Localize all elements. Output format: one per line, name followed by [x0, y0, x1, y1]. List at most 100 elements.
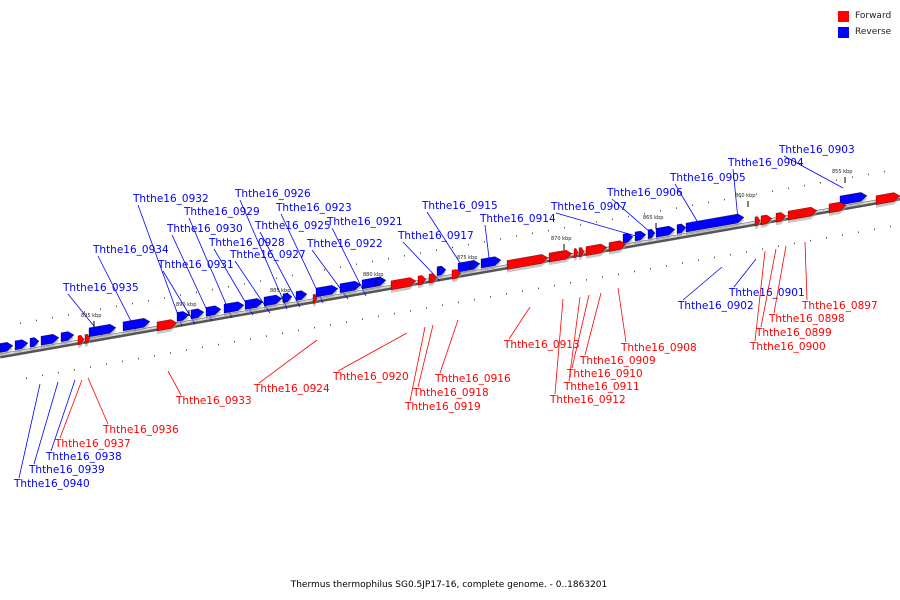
reverse-gene-arrow[interactable]: [244, 298, 264, 310]
gene-label-ththe16-0901[interactable]: Ththe16_0901: [728, 287, 805, 299]
forward-gene-arrow[interactable]: [417, 275, 427, 286]
forward-gene-11[interactable]: [578, 247, 585, 260]
gene-label-ththe16-0917[interactable]: Ththe16_0917: [397, 230, 474, 242]
forward-gene-18[interactable]: [828, 201, 847, 216]
gene-label-ththe16-0906[interactable]: Ththe16_0906: [606, 187, 683, 199]
forward-gene-arrow[interactable]: [451, 269, 462, 280]
reverse-gene-arrow[interactable]: [480, 256, 502, 269]
forward-gene-4[interactable]: [390, 277, 417, 293]
reverse-gene-arrow[interactable]: [176, 311, 190, 322]
gene-label-ththe16-0935[interactable]: Ththe16_0935: [62, 282, 139, 294]
reverse-gene-arrow[interactable]: [655, 225, 676, 238]
reverse-gene-arrow[interactable]: [223, 301, 245, 314]
reverse-gene-25[interactable]: [676, 223, 687, 237]
gene-label-ththe16-0911[interactable]: Ththe16_0911: [563, 381, 640, 393]
gene-label-ththe16-0897[interactable]: Ththe16_0897: [801, 300, 878, 312]
gene-label-ththe16-0938[interactable]: Ththe16_0938: [45, 451, 122, 463]
gene-label-ththe16-0915[interactable]: Ththe16_0915: [421, 200, 498, 212]
reverse-gene-arrow[interactable]: [436, 265, 447, 276]
gene-label-ththe16-0908[interactable]: Ththe16_0908: [620, 342, 697, 354]
forward-gene-arrow[interactable]: [775, 212, 787, 223]
reverse-gene-23[interactable]: [647, 228, 656, 242]
forward-gene-8[interactable]: [506, 254, 549, 273]
gene-label-ththe16-0929[interactable]: Ththe16_0929: [183, 206, 260, 218]
gene-label-ththe16-0910[interactable]: Ththe16_0910: [566, 368, 643, 380]
forward-gene-arrow[interactable]: [77, 335, 85, 345]
reverse-gene-6[interactable]: [122, 318, 151, 334]
gene-label-ththe16-0899[interactable]: Ththe16_0899: [755, 327, 832, 339]
forward-gene-arrow[interactable]: [428, 273, 438, 284]
reverse-gene-arrow[interactable]: [122, 318, 151, 332]
forward-gene-13[interactable]: [608, 240, 627, 255]
gene-label-ththe16-0939[interactable]: Ththe16_0939: [28, 464, 105, 476]
gene-label-ththe16-0913[interactable]: Ththe16_0913: [503, 339, 580, 351]
gene-label-ththe16-0912[interactable]: Ththe16_0912: [549, 394, 626, 406]
forward-gene-3[interactable]: [312, 294, 318, 307]
forward-gene-arrow[interactable]: [506, 254, 549, 270]
reverse-gene-17[interactable]: [361, 276, 387, 292]
gene-label-ththe16-0937[interactable]: Ththe16_0937: [54, 438, 131, 450]
forward-gene-arrow[interactable]: [875, 192, 900, 205]
gene-label-ththe16-0907[interactable]: Ththe16_0907: [550, 201, 627, 213]
forward-gene-arrow[interactable]: [828, 201, 847, 214]
reverse-gene-arrow[interactable]: [676, 223, 687, 234]
gene-label-ththe16-0931[interactable]: Ththe16_0931: [157, 259, 234, 271]
forward-gene-arrow[interactable]: [578, 247, 585, 258]
forward-gene-17[interactable]: [787, 206, 818, 224]
reverse-gene-9[interactable]: [205, 305, 222, 320]
reverse-gene-8[interactable]: [190, 308, 205, 322]
gene-label-ththe16-0919[interactable]: Ththe16_0919: [404, 401, 481, 413]
gene-label-ththe16-0916[interactable]: Ththe16_0916: [434, 373, 511, 385]
forward-gene-arrow[interactable]: [84, 333, 91, 344]
gene-label-ththe16-0898[interactable]: Ththe16_0898: [768, 313, 845, 325]
reverse-gene-10[interactable]: [223, 301, 245, 317]
gene-label-ththe16-0904[interactable]: Ththe16_0904: [727, 157, 804, 169]
gene-label-ththe16-0909[interactable]: Ththe16_0909: [579, 355, 656, 367]
gene-label-ththe16-0923[interactable]: Ththe16_0923: [275, 202, 352, 214]
reverse-gene-arrow[interactable]: [29, 337, 40, 348]
reverse-gene-27[interactable]: [839, 192, 868, 209]
reverse-gene-2[interactable]: [29, 337, 40, 351]
reverse-gene-5[interactable]: [88, 324, 117, 340]
gene-label-ththe16-0930[interactable]: Ththe16_0930: [166, 223, 243, 235]
gene-label-ththe16-0903[interactable]: Ththe16_0903: [778, 144, 855, 156]
forward-gene-arrow[interactable]: [390, 277, 417, 291]
forward-gene-9[interactable]: [548, 249, 573, 266]
reverse-gene-arrow[interactable]: [647, 228, 656, 239]
forward-gene-19[interactable]: [875, 192, 900, 208]
reverse-gene-arrow[interactable]: [295, 290, 308, 301]
reverse-gene-0[interactable]: [0, 342, 14, 356]
legend-item-reverse[interactable]: Reverse: [838, 25, 891, 39]
forward-gene-1[interactable]: [84, 333, 91, 347]
reverse-gene-7[interactable]: [176, 311, 190, 325]
reverse-gene-19[interactable]: [457, 260, 481, 276]
gene-label-ththe16-0920[interactable]: Ththe16_0920: [332, 371, 409, 383]
gene-label-ththe16-0926[interactable]: Ththe16_0926: [234, 188, 311, 200]
forward-gene-arrow[interactable]: [608, 240, 627, 252]
reverse-gene-arrow[interactable]: [315, 285, 339, 298]
reverse-gene-arrow[interactable]: [282, 292, 293, 303]
reverse-gene-11[interactable]: [244, 298, 264, 313]
reverse-gene-3[interactable]: [40, 334, 60, 349]
reverse-gene-16[interactable]: [339, 281, 362, 296]
gene-label-ththe16-0928[interactable]: Ththe16_0928: [208, 237, 285, 249]
reverse-gene-12[interactable]: [263, 294, 283, 310]
gene-label-ththe16-0924[interactable]: Ththe16_0924: [253, 383, 330, 395]
reverse-gene-15[interactable]: [315, 285, 339, 301]
forward-gene-15[interactable]: [760, 214, 773, 228]
gene-label-ththe16-0940[interactable]: Ththe16_0940: [13, 478, 90, 490]
reverse-gene-arrow[interactable]: [88, 324, 117, 338]
reverse-gene-arrow[interactable]: [685, 213, 745, 233]
gene-label-ththe16-0905[interactable]: Ththe16_0905: [669, 172, 746, 184]
forward-gene-arrow[interactable]: [787, 206, 818, 221]
forward-gene-12[interactable]: [585, 243, 608, 259]
reverse-gene-26[interactable]: [685, 213, 745, 236]
reverse-gene-arrow[interactable]: [60, 331, 75, 342]
forward-gene-0[interactable]: [77, 335, 85, 348]
gene-label-ththe16-0900[interactable]: Ththe16_0900: [749, 341, 826, 353]
gene-label-ththe16-0936[interactable]: Ththe16_0936: [102, 424, 179, 436]
reverse-gene-arrow[interactable]: [339, 281, 362, 293]
gene-label-ththe16-0927[interactable]: Ththe16_0927: [229, 249, 306, 261]
reverse-gene-arrow[interactable]: [190, 308, 205, 320]
reverse-gene-14[interactable]: [295, 290, 308, 304]
